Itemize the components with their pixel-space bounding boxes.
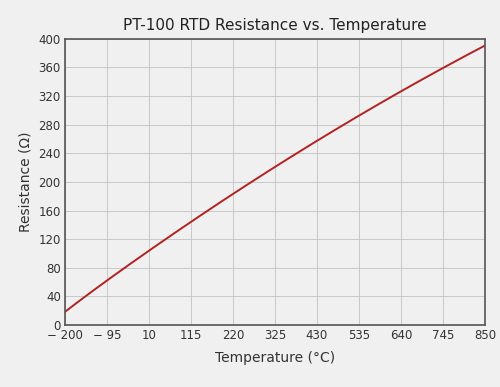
X-axis label: Temperature (°C): Temperature (°C) xyxy=(215,351,335,365)
Y-axis label: Resistance (Ω): Resistance (Ω) xyxy=(19,132,33,232)
Title: PT-100 RTD Resistance vs. Temperature: PT-100 RTD Resistance vs. Temperature xyxy=(123,18,427,33)
